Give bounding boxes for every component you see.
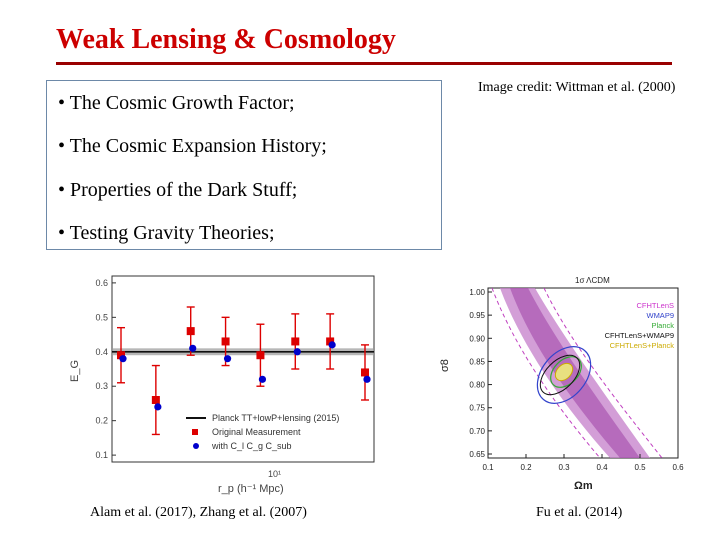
- eg-ylabel: E_G: [69, 360, 81, 382]
- s8-dashed-contour-left: [491, 288, 601, 458]
- s8-legend-label: WMAP9: [646, 311, 674, 320]
- bullet-expansion-history: • The Cosmic Expansion History;: [58, 135, 327, 157]
- eg-blue-point: [223, 355, 232, 363]
- eg-plot-frame: [111, 275, 375, 463]
- s8-planck-contour: [550, 356, 582, 388]
- eg-blue-point: [119, 355, 127, 363]
- s8-ytick-label: 0.75: [469, 404, 485, 413]
- eg-ytick-label: 0.2: [95, 416, 108, 426]
- eg-ytick-label: 0.5: [95, 312, 108, 322]
- eg-legend-label: Original Measurement: [212, 427, 301, 437]
- eg-chart: 0.1 0.2 0.3 0.4 0.5 0.6 Planck TT+lowP+lensin…: [69, 275, 375, 495]
- eg-legend-label: Planck TT+lowP+lensing (2015): [212, 413, 339, 423]
- s8-xlabel: Ωm: [574, 480, 593, 492]
- slide-title: Weak Lensing & Cosmology: [56, 24, 396, 55]
- eg-ytick-label: 0.4: [95, 347, 108, 357]
- eg-blue-point: [363, 375, 371, 383]
- s8-ytick-label: 0.80: [469, 381, 485, 390]
- s8-xtick-label: 0.5: [634, 463, 646, 472]
- eg-xlabel: r_p (h⁻¹ Mpc): [218, 483, 284, 495]
- s8-ytick-label: 0.95: [469, 311, 485, 320]
- s8-xtick-label: 0.6: [672, 463, 684, 472]
- left-caption: Alam et al. (2017), Zhang et al. (2007): [90, 505, 307, 520]
- s8-xtick-label: 0.4: [596, 463, 608, 472]
- eg-ytick-label: 0.6: [95, 278, 108, 288]
- eg-legend-blue-swatch: [193, 443, 199, 449]
- s8-dashed-contour-right: [543, 288, 663, 458]
- s8-ytick-label: 0.85: [469, 357, 485, 366]
- eg-blue-point: [328, 341, 336, 349]
- s8-legend-label: Planck: [651, 321, 674, 330]
- eg-red-point: [221, 337, 230, 346]
- s8-wmap9-contour: [536, 346, 592, 404]
- eg-ytick-label: 0.3: [95, 381, 108, 391]
- eg-blue-point: [293, 348, 301, 356]
- image-credit: Image credit: Wittman et al. (2000): [478, 80, 676, 95]
- s8-chart-title: 1σ ΛCDM: [575, 276, 610, 285]
- eg-xtick-label: 10¹: [268, 469, 281, 479]
- eg-red-point: [326, 337, 335, 346]
- bullet-gravity-theories: • Testing Gravity Theories;: [58, 222, 275, 244]
- eg-blue-point: [189, 344, 197, 352]
- eg-red-point: [256, 351, 265, 360]
- eg-red-point: [361, 368, 369, 377]
- s8-inner-band: [510, 288, 640, 458]
- eg-legend-label: with C_l C_g C_sub: [211, 441, 292, 451]
- eg-red-point: [291, 337, 300, 346]
- s8-ytick-label: 0.70: [469, 427, 485, 436]
- bullet-dark-stuff: • Properties of the Dark Stuff;: [58, 179, 298, 201]
- s8-legend-label: CFHTLenS: [636, 301, 674, 310]
- s8-ylabel: σ8: [440, 359, 451, 372]
- s8-ytick-label: 0.65: [469, 450, 485, 459]
- s8-chart: 0.1 0.2 0.3 0.4 0.5 0.6 1.00 0.95 0.90 0.85 0.80 0.…: [440, 276, 684, 492]
- title-underline: [56, 62, 672, 65]
- right-caption: Fu et al. (2014): [536, 505, 623, 520]
- eg-blue-point: [258, 375, 267, 383]
- s8-ytick-label: 1.00: [469, 288, 485, 297]
- s8-legend-label: CFHTLenS+WMAP9: [605, 331, 674, 340]
- eg-red-point: [117, 351, 125, 360]
- bullet-box: [46, 80, 442, 250]
- s8-cfhtlens-wmap9-contour: [539, 354, 581, 396]
- eg-legend-red-swatch: [192, 429, 198, 435]
- bullet-growth-factor: • The Cosmic Growth Factor;: [58, 92, 295, 114]
- eg-red-point: [186, 327, 195, 336]
- s8-ytick-label: 0.90: [469, 334, 485, 343]
- eg-red-point: [151, 396, 160, 404]
- eg-ytick-label: 0.1: [95, 450, 108, 460]
- s8-xtick-label: 0.3: [558, 463, 570, 472]
- s8-legend-label: CFHTLenS+Planck: [610, 341, 675, 350]
- s8-xtick-label: 0.2: [520, 463, 532, 472]
- eg-blue-point: [154, 403, 162, 411]
- s8-cfhtlens-planck-contour: [554, 362, 574, 382]
- s8-xtick-label: 0.1: [482, 463, 494, 472]
